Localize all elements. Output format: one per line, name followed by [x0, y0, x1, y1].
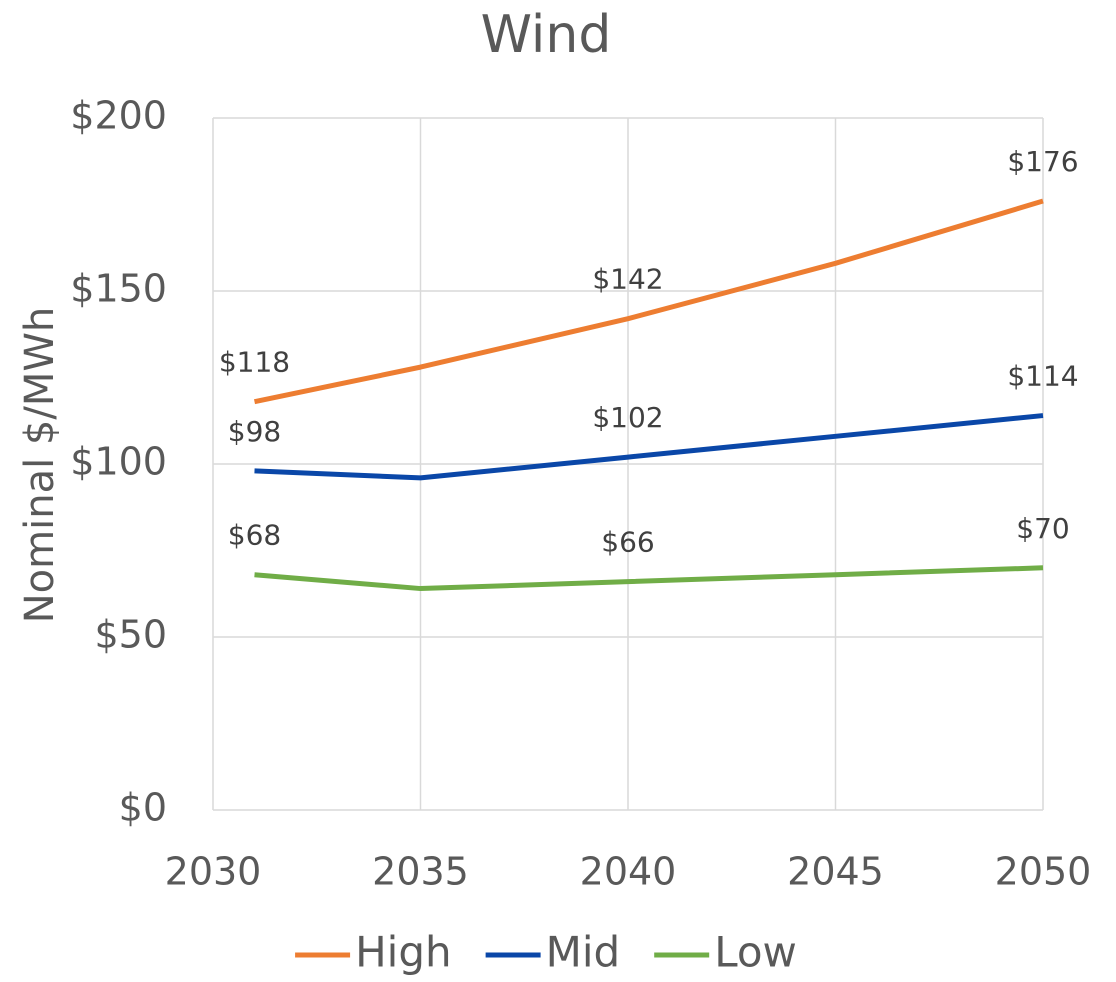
data-label: $118	[219, 346, 290, 379]
y-tick-label: $50	[94, 613, 167, 657]
chart-title: Wind	[481, 5, 612, 65]
data-label: $142	[592, 263, 663, 296]
data-label: $68	[228, 519, 281, 552]
y-axis-label: Nominal $/MWh	[17, 307, 63, 624]
data-label: $66	[601, 526, 654, 559]
x-tick-label: 2040	[580, 850, 677, 894]
data-label: $114	[1007, 360, 1078, 393]
line	[254, 565, 1044, 592]
y-tick-label: $0	[119, 786, 167, 830]
x-tick-label: 2050	[995, 850, 1092, 894]
legend-label: Low	[714, 928, 797, 977]
y-tick-label: $100	[70, 440, 167, 484]
data-label: $70	[1016, 512, 1069, 545]
legend-item: Mid	[485, 928, 621, 977]
legend-label: Mid	[546, 928, 621, 977]
x-tick-label: 2035	[372, 850, 469, 894]
y-tick-label: $150	[70, 267, 167, 311]
line	[254, 413, 1044, 481]
legend-item: Low	[654, 928, 797, 977]
data-label: $176	[1007, 145, 1078, 178]
x-tick-label: 2030	[165, 850, 262, 894]
line	[253, 198, 1044, 405]
y-tick-label: $200	[70, 94, 167, 138]
x-tick-label: 2045	[787, 850, 884, 894]
data-label: $98	[228, 415, 281, 448]
data-label: $102	[592, 401, 663, 434]
legend-item: High	[295, 928, 452, 977]
legend-label: High	[355, 928, 452, 977]
